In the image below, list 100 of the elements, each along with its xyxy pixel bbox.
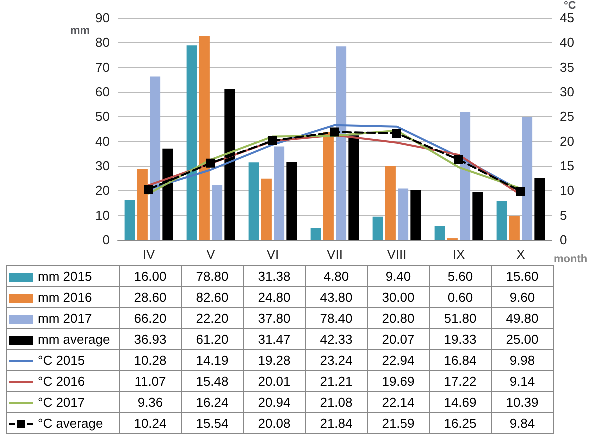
y2-tick-label: 35 — [560, 60, 574, 75]
legend-label: mm average — [6, 328, 120, 350]
point — [330, 128, 340, 137]
data-label: 9.40 — [368, 266, 430, 286]
bar — [186, 46, 198, 240]
data-label: 21.84 — [306, 412, 368, 434]
point — [392, 128, 402, 138]
data-label: 22.20 — [182, 308, 244, 328]
legend-label: mm 2017 — [6, 308, 120, 328]
y2-tick-label: 30 — [560, 84, 574, 100]
y2-tick-label: 40 — [560, 35, 574, 50]
bar — [199, 36, 210, 240]
data-label: 20.01 — [244, 370, 306, 392]
data-label: 10.39 — [492, 392, 554, 412]
data-label: 61.20 — [182, 328, 244, 350]
data-label: 43.80 — [306, 286, 368, 308]
x-tick-label: IX — [452, 247, 466, 262]
data-label: 4.80 — [306, 266, 368, 286]
data-label: 14.19 — [182, 350, 244, 370]
bar — [348, 136, 360, 240]
y-tick-label: 60 — [96, 84, 110, 100]
y-axis-title: mm — [70, 24, 90, 37]
data-label: 20.80 — [368, 308, 430, 328]
data-label: 78.40 — [306, 308, 368, 328]
bar — [434, 226, 446, 240]
bar — [212, 185, 223, 240]
data-label: 36.93 — [120, 328, 182, 350]
data-label: 0.60 — [430, 286, 492, 308]
legend-label: °C 2015 — [6, 350, 120, 370]
data-label: 9.36 — [120, 392, 182, 412]
data-label: 9.60 — [492, 286, 554, 308]
data-label: 16.84 — [430, 350, 492, 370]
legend-label: mm 2016 — [6, 286, 120, 308]
data-label: 19.33 — [430, 328, 492, 350]
data-label: 51.80 — [430, 308, 492, 328]
data-label: 15.48 — [182, 370, 244, 392]
data-label: 21.08 — [306, 392, 368, 412]
x-tick-label: VI — [266, 247, 280, 262]
bar — [522, 117, 533, 240]
y-tick-label: 50 — [96, 109, 110, 124]
point — [144, 184, 154, 194]
bar — [137, 169, 148, 240]
y2-tick-label: 45 — [560, 10, 574, 26]
bar — [460, 112, 471, 240]
point — [206, 158, 216, 168]
data-label: 9.84 — [492, 412, 554, 434]
data-label: 9.14 — [492, 370, 554, 392]
x-tick-label: IV — [142, 247, 156, 262]
y2-tick-label: 15 — [560, 158, 574, 174]
y2-tick-label: 5 — [560, 208, 568, 223]
data-label: 16.25 — [430, 412, 492, 434]
legend-label: °C 2016 — [6, 370, 120, 392]
x-tick-label: V — [206, 247, 216, 262]
bar — [336, 46, 347, 240]
data-label: 19.28 — [244, 350, 306, 370]
bar — [534, 178, 546, 240]
bar — [372, 216, 384, 240]
bar — [323, 132, 334, 240]
y-tick-label: 10 — [96, 208, 110, 223]
data-label: 37.80 — [244, 308, 306, 328]
bar — [385, 166, 396, 240]
y-tick-label: 20 — [96, 183, 110, 198]
y2-axis-title: °C — [564, 0, 576, 12]
data-label: 21.59 — [368, 412, 430, 434]
y-tick-label: 40 — [96, 134, 110, 149]
bar — [248, 162, 260, 240]
legend-label: °C average — [6, 412, 120, 434]
y-tick-label: 70 — [96, 60, 110, 75]
data-label: 28.60 — [120, 286, 182, 308]
bar — [410, 190, 422, 240]
y-tick-label: 30 — [96, 158, 110, 174]
data-label: 20.08 — [244, 412, 306, 434]
legend-label: °C 2017 — [6, 392, 120, 412]
x-tick-label: X — [516, 247, 526, 262]
data-label: 42.33 — [306, 328, 368, 350]
data-label: 24.80 — [244, 286, 306, 308]
data-label: 78.80 — [182, 266, 244, 286]
point — [454, 155, 464, 164]
data-label: 15.54 — [182, 412, 244, 434]
data-label: 15.60 — [492, 266, 554, 286]
y2-tick-label: 10 — [560, 183, 574, 198]
bar — [509, 216, 520, 240]
y2-tick-label: 20 — [560, 134, 574, 149]
data-label: 16.24 — [182, 392, 244, 412]
data-label: 25.00 — [492, 328, 554, 350]
data-label: 30.00 — [368, 286, 430, 308]
bar — [261, 178, 272, 240]
data-label: 16.00 — [120, 266, 182, 286]
point — [268, 136, 278, 146]
data-label: 31.38 — [244, 266, 306, 286]
data-label: 9.98 — [492, 350, 554, 370]
y-tick-label: 0 — [102, 232, 110, 248]
data-label: 10.28 — [120, 350, 182, 370]
bar — [472, 192, 484, 240]
data-label: 17.22 — [430, 370, 492, 392]
bar — [286, 162, 298, 240]
data-label: 49.80 — [492, 308, 554, 328]
bar — [310, 228, 322, 240]
x-tick-label: VII — [327, 247, 343, 262]
bar — [496, 202, 508, 240]
